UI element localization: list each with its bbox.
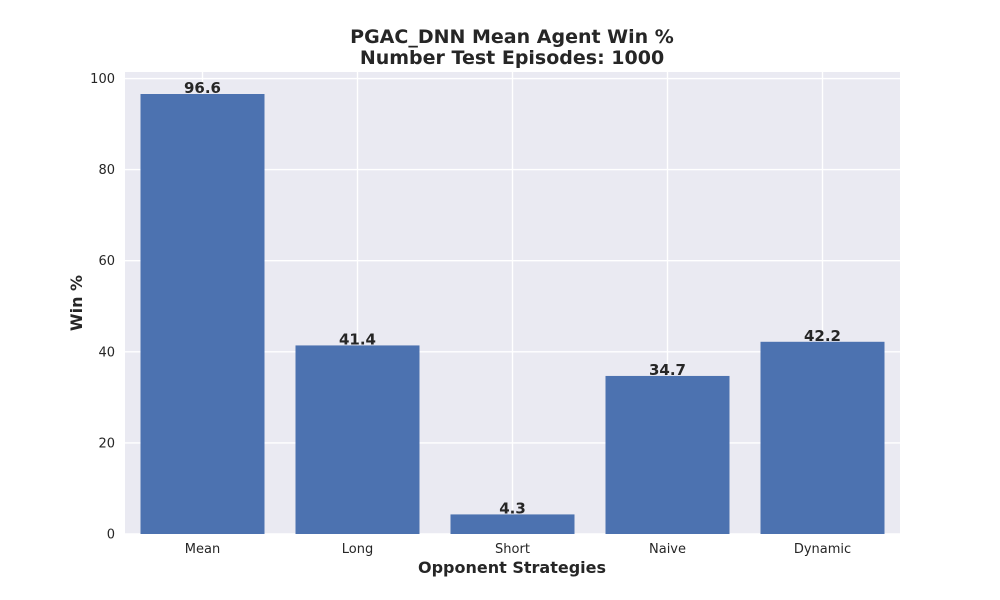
chart-title-line-1: PGAC_DNN Mean Agent Win % bbox=[350, 26, 674, 48]
x-tick-label-long: Long bbox=[342, 542, 373, 557]
y-tick-label: 60 bbox=[98, 254, 115, 269]
bar-dynamic bbox=[760, 341, 885, 534]
value-label-short: 4.3 bbox=[499, 499, 526, 517]
x-axis-label: Opponent Strategies bbox=[418, 558, 606, 577]
chart-title-line-2: Number Test Episodes: 1000 bbox=[360, 47, 664, 69]
bar-naive bbox=[605, 375, 730, 534]
y-tick-labels: 0 20 40 60 80 100 bbox=[90, 72, 115, 542]
value-label-naive: 34.7 bbox=[649, 361, 686, 379]
y-tick-label: 100 bbox=[90, 72, 115, 87]
x-tick-label-mean: Mean bbox=[185, 542, 220, 557]
value-label-dynamic: 42.2 bbox=[804, 327, 841, 345]
x-tick-label-dynamic: Dynamic bbox=[794, 542, 851, 557]
bar-short bbox=[450, 514, 575, 534]
bar-mean bbox=[140, 94, 265, 534]
bars bbox=[140, 94, 885, 534]
value-labels: 96.6 41.4 4.3 34.7 42.2 bbox=[184, 79, 841, 517]
y-tick-label: 20 bbox=[98, 436, 115, 451]
y-axis-label: Win % bbox=[67, 275, 86, 331]
x-tick-labels: Mean Long Short Naive Dynamic bbox=[185, 542, 851, 557]
y-tick-label: 40 bbox=[98, 345, 115, 360]
bar-long bbox=[295, 345, 420, 534]
y-tick-label: 80 bbox=[98, 163, 115, 178]
value-label-mean: 96.6 bbox=[184, 79, 221, 97]
y-tick-label: 0 bbox=[107, 528, 115, 543]
value-label-long: 41.4 bbox=[339, 330, 376, 348]
x-tick-label-short: Short bbox=[495, 542, 530, 557]
x-tick-label-naive: Naive bbox=[649, 542, 686, 557]
